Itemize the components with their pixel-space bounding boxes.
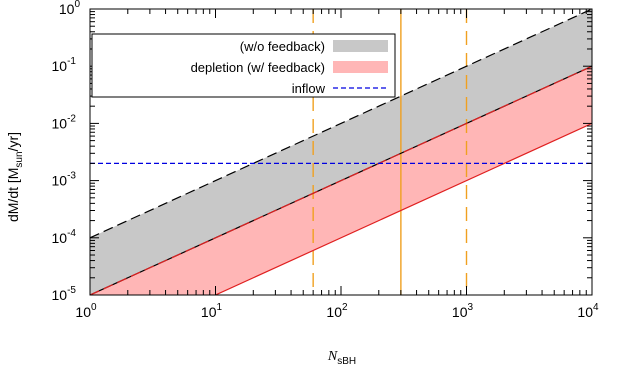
legend-swatch: [333, 61, 388, 73]
y-tick-label: 10-4: [52, 228, 77, 246]
x-tick-label: 104: [577, 302, 599, 320]
y-tick-label: 10-2: [52, 113, 77, 131]
legend: (w/o feedback) depletion (w/ feedback) inf…: [91, 33, 396, 98]
x-axis-label: NsBH: [327, 349, 356, 367]
y-axis-label: dM/dt [Msun/yr]: [5, 132, 25, 222]
series-line-depl-upper: [90, 65, 592, 295]
x-tick-label: 101: [201, 302, 223, 320]
tick-labels: 100 101 102 103 104 10-5 10-4 10-3 10-2 10-1 100: [52, 0, 599, 320]
legend-label: inflow: [292, 81, 326, 96]
series-line-depl-lower: [214, 122, 592, 295]
y-tick-label: 10-3: [52, 171, 77, 189]
y-tick-label: 100: [59, 0, 81, 17]
y-tick-label: 10-5: [52, 285, 77, 303]
legend-swatch: [333, 40, 388, 52]
series-line-wo-upper: [90, 9, 592, 239]
legend-label: (w/o feedback): [240, 39, 325, 54]
x-tick-label: 103: [452, 302, 474, 320]
axis-ticks: [89, 8, 593, 296]
legend-label: depletion (w/ feedback): [191, 60, 325, 75]
plot-clip-group: [90, 9, 592, 295]
x-tick-label: 102: [326, 302, 348, 320]
y-tick-label: 10-1: [52, 56, 77, 74]
x-tick-label: 100: [75, 302, 97, 320]
